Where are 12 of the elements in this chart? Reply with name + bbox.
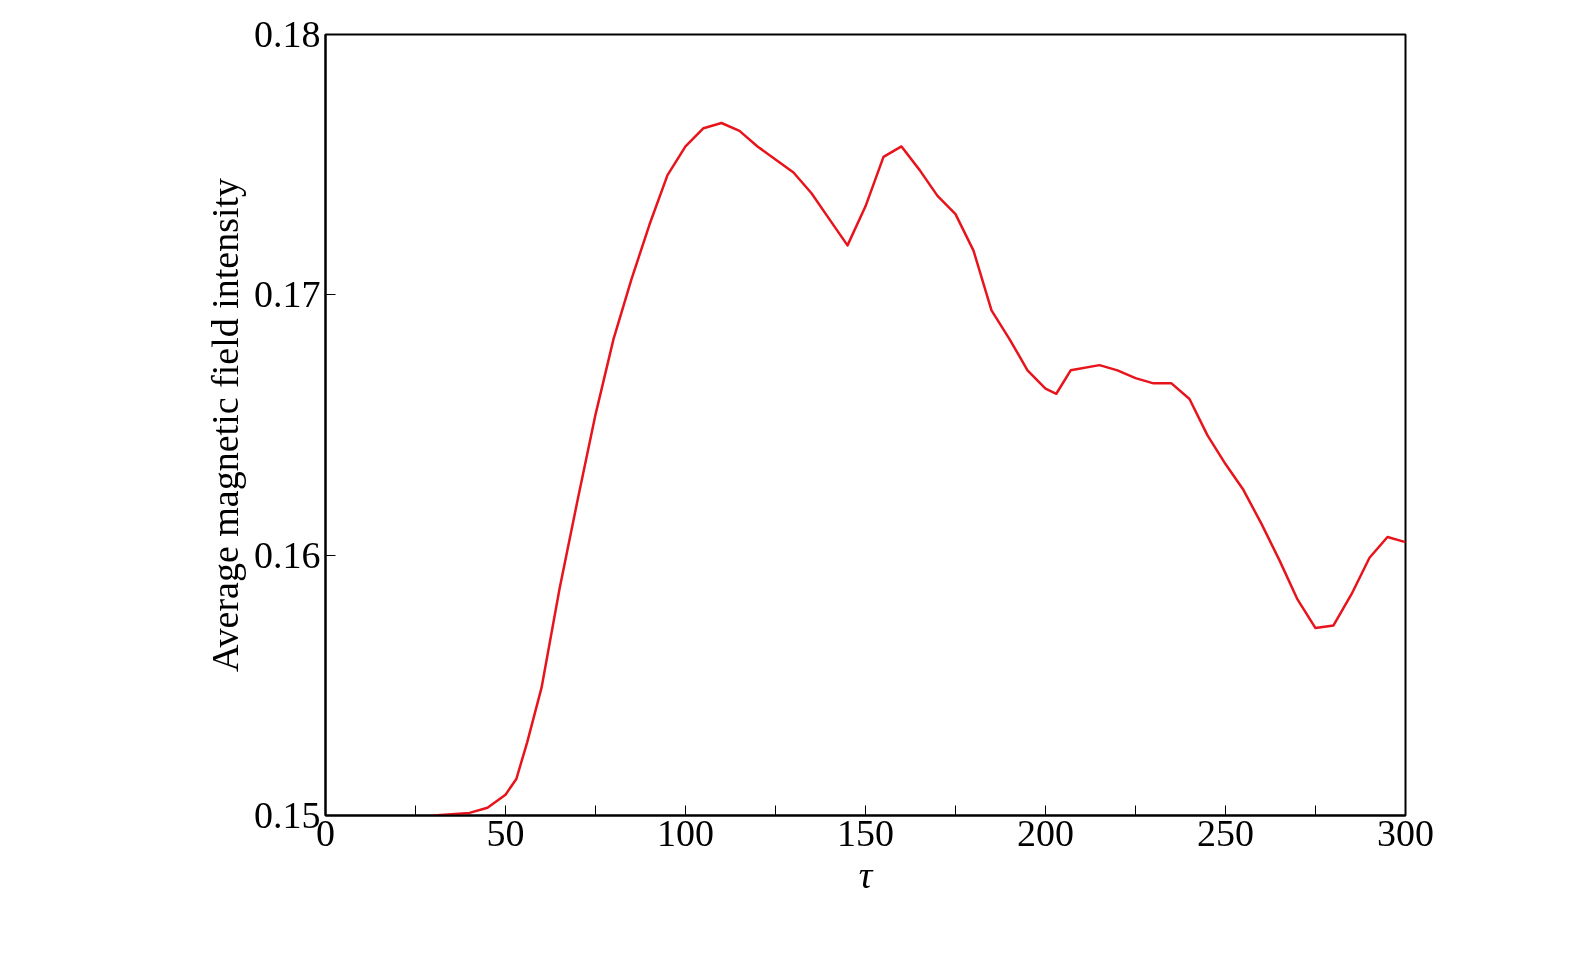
x-tick-label: 100 xyxy=(657,811,714,854)
y-axis-title: Average magnetic field intensity xyxy=(204,177,246,673)
y-tick-label: 0.18 xyxy=(254,13,321,55)
x-tick-label: 50 xyxy=(486,811,525,854)
x-tick-label: 300 xyxy=(1377,811,1434,854)
y-tick-label: 0.16 xyxy=(254,533,321,576)
x-tick-label: 250 xyxy=(1197,811,1254,854)
x-tick-label: 200 xyxy=(1017,811,1074,854)
x-axis-title: τ xyxy=(858,853,874,896)
line-series xyxy=(432,121,1406,816)
x-tick-label: 150 xyxy=(837,811,894,854)
y-tick-label: 0.17 xyxy=(254,273,321,316)
